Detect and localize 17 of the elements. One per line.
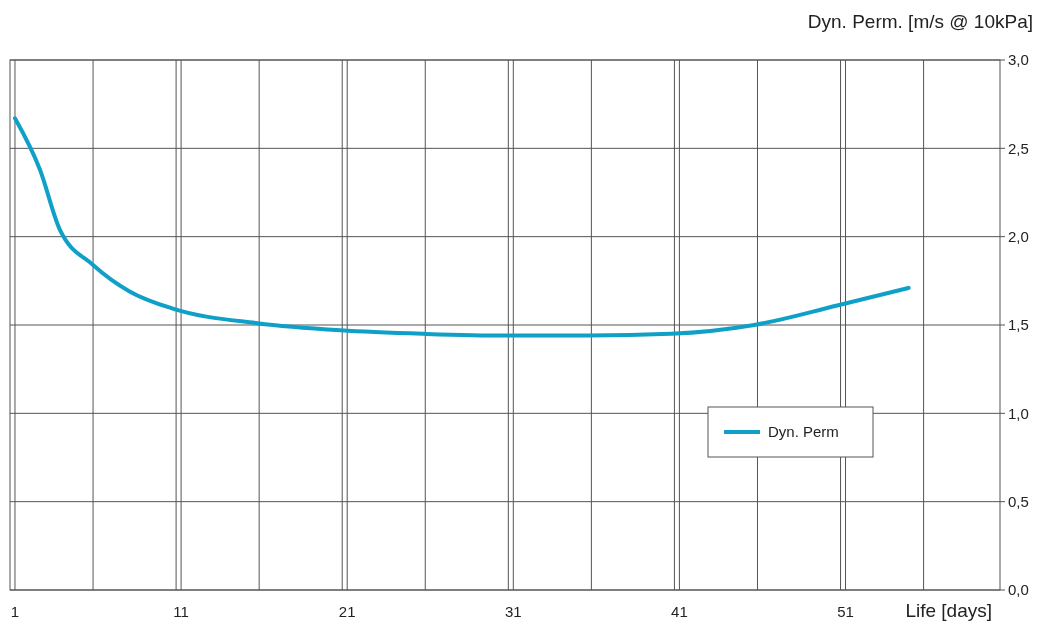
- x-axis-title: Life [days]: [905, 600, 992, 621]
- y-tick-label: 2,0: [1008, 227, 1029, 245]
- x-tick-label: 1: [10, 603, 20, 620]
- y-tick-label: 3,0: [1008, 51, 1029, 69]
- y-tick-label: 0,0: [1008, 581, 1029, 599]
- y-tick-label: 1,5: [1008, 316, 1029, 334]
- x-tick-label: 41: [671, 603, 688, 620]
- x-tick-label: 51: [837, 603, 854, 620]
- y-tick-label: 2,5: [1008, 139, 1029, 157]
- x-tick-label: 21: [338, 603, 356, 620]
- y-tick-label: 0,5: [1008, 492, 1029, 510]
- line-series: [12, 116, 911, 338]
- x-tick-label: 31: [504, 603, 522, 620]
- y-tick-label: 1,0: [1008, 404, 1029, 422]
- legend-label: Dyn. Perm: [768, 423, 839, 441]
- x-tick-label: 11: [173, 603, 189, 620]
- y-axis-title: Dyn. Perm. [m/s @ 10kPa]: [807, 11, 1033, 32]
